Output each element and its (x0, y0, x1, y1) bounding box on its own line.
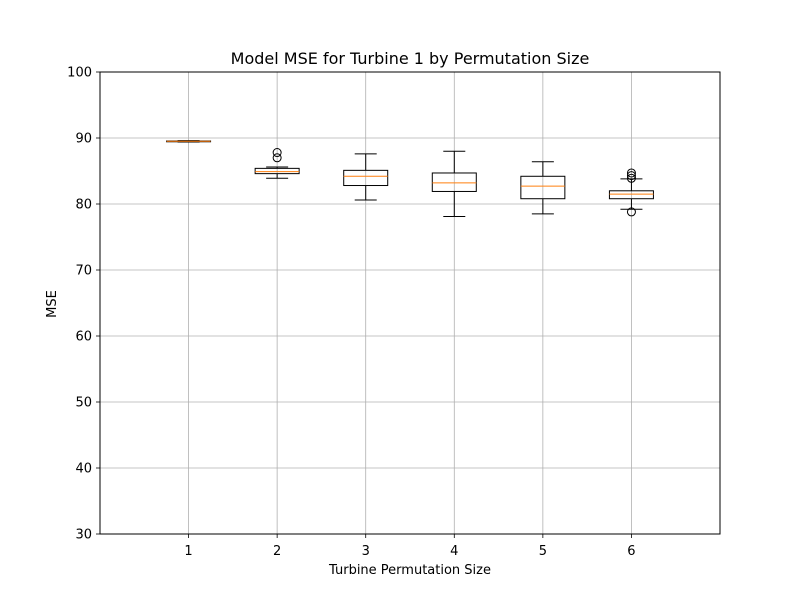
box-3 (343, 153, 389, 201)
outlier-point (272, 153, 282, 163)
x-tick-label: 1 (184, 544, 192, 559)
y-tick-label: 100 (67, 66, 92, 81)
box-4 (431, 150, 477, 218)
outlier-point (626, 168, 636, 178)
outlier-point (626, 207, 636, 217)
y-tick-label: 40 (75, 462, 92, 477)
x-tick-label: 2 (273, 544, 281, 559)
y-tick-label: 80 (75, 198, 92, 213)
box-iqr (608, 190, 654, 200)
box-iqr (343, 169, 389, 187)
y-tick-label: 90 (75, 132, 92, 147)
y-tick-label: 60 (75, 330, 92, 345)
x-tick-label: 6 (627, 544, 635, 559)
x-tick-label: 5 (539, 544, 547, 559)
outlier-point (272, 148, 282, 158)
x-axis-label: Turbine Permutation Size (328, 563, 491, 578)
plot-frame (99, 71, 721, 535)
box-5 (520, 161, 566, 215)
box-2 (254, 148, 300, 179)
y-tick-label: 70 (75, 264, 92, 279)
box-iqr (254, 167, 300, 175)
box-6 (608, 168, 654, 217)
x-tick-label: 4 (450, 544, 458, 559)
chart-title: Model MSE for Turbine 1 by Permutation S… (231, 49, 590, 68)
boxes (166, 140, 654, 218)
y-tick-label: 50 (75, 396, 92, 411)
box-iqr (520, 175, 566, 200)
x-tick-label: 3 (362, 544, 370, 559)
ticks: 30 40 50 60 70 80 90 100 1 2 3 4 5 6 (67, 66, 635, 560)
box-iqr (431, 172, 477, 192)
y-tick-label: 30 (75, 528, 92, 543)
outlier-point (626, 173, 636, 183)
y-axis-label: MSE (45, 290, 60, 318)
outlier-point (626, 171, 636, 181)
grid (100, 71, 720, 535)
box-1 (166, 140, 212, 143)
